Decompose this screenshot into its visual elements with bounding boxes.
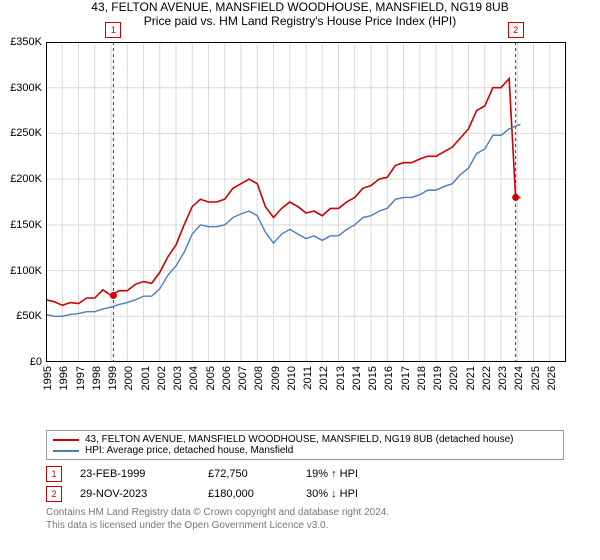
y-tick-label: £200K xyxy=(10,173,42,185)
chart-plot-area: £0£50K£100K£150K£200K£250K£300K£350K1995… xyxy=(46,42,566,362)
x-tick-label: 2024 xyxy=(513,366,525,390)
x-tick-label: 2022 xyxy=(481,366,493,390)
x-tick-label: 2023 xyxy=(497,366,509,390)
annotation-table: 1 23-FEB-1999 £72,750 19% ↑ HPI 2 29-NOV-2023… xyxy=(46,466,564,502)
y-tick-label: £50K xyxy=(16,310,42,322)
y-tick-label: £100K xyxy=(10,265,42,277)
x-tick-label: 2005 xyxy=(205,366,217,390)
chart-title: 43, FELTON AVENUE, MANSFIELD WOODHOUSE, … xyxy=(0,0,600,14)
event-marker-box: 1 xyxy=(105,22,121,38)
x-tick-label: 2008 xyxy=(253,366,265,390)
legend-label: HPI: Average price, detached house, Mans… xyxy=(85,445,293,456)
x-tick-label: 2019 xyxy=(432,366,444,390)
annotation-price: £72,750 xyxy=(208,468,288,480)
x-tick-label: 1999 xyxy=(107,366,119,390)
x-tick-label: 2006 xyxy=(221,366,233,390)
x-tick-label: 2026 xyxy=(546,366,558,390)
x-tick-label: 2017 xyxy=(400,366,412,390)
footer-attribution: Contains HM Land Registry data © Crown c… xyxy=(46,506,564,532)
legend: 43, FELTON AVENUE, MANSFIELD WOODHOUSE, … xyxy=(46,430,564,460)
x-tick-label: 1998 xyxy=(91,366,103,390)
annotation-delta: 30% ↓ HPI xyxy=(306,488,358,500)
x-tick-label: 2015 xyxy=(367,366,379,390)
x-tick-label: 2003 xyxy=(172,366,184,390)
x-tick-label: 2004 xyxy=(188,366,200,390)
legend-item: 43, FELTON AVENUE, MANSFIELD WOODHOUSE, … xyxy=(53,434,557,445)
y-tick-label: £350K xyxy=(10,36,42,48)
x-tick-label: 2016 xyxy=(383,366,395,390)
y-tick-label: £150K xyxy=(10,219,42,231)
legend-label: 43, FELTON AVENUE, MANSFIELD WOODHOUSE, … xyxy=(85,434,513,445)
annotation-row: 1 23-FEB-1999 £72,750 19% ↑ HPI xyxy=(46,466,564,482)
x-tick-label: 2002 xyxy=(156,366,168,390)
x-tick-label: 2001 xyxy=(140,366,152,390)
x-tick-label: 2009 xyxy=(270,366,282,390)
y-tick-label: £300K xyxy=(10,82,42,94)
annotation-price: £180,000 xyxy=(208,488,288,500)
x-tick-label: 2014 xyxy=(351,366,363,390)
x-tick-label: 2012 xyxy=(318,366,330,390)
x-tick-label: 2010 xyxy=(286,366,298,390)
x-tick-label: 1997 xyxy=(75,366,87,390)
legend-swatch xyxy=(53,450,79,452)
annotation-marker-box: 2 xyxy=(46,486,62,502)
annotation-row: 2 29-NOV-2023 £180,000 30% ↓ HPI xyxy=(46,486,564,502)
x-tick-label: 2018 xyxy=(416,366,428,390)
event-marker-box: 2 xyxy=(508,22,524,38)
annotation-delta: 19% ↑ HPI xyxy=(306,468,358,480)
y-tick-label: £250K xyxy=(10,127,42,139)
legend-item: HPI: Average price, detached house, Mans… xyxy=(53,445,557,456)
x-tick-label: 1996 xyxy=(58,366,70,390)
annotation-date: 23-FEB-1999 xyxy=(80,468,190,480)
x-tick-label: 2025 xyxy=(530,366,542,390)
x-tick-label: 2000 xyxy=(123,366,135,390)
x-tick-label: 2020 xyxy=(448,366,460,390)
legend-swatch xyxy=(53,439,79,441)
annotation-marker-box: 1 xyxy=(46,466,62,482)
x-tick-label: 2011 xyxy=(302,366,314,390)
footer-line-1: Contains HM Land Registry data © Crown c… xyxy=(46,506,564,519)
x-tick-label: 2007 xyxy=(237,366,249,390)
x-tick-label: 2021 xyxy=(465,366,477,390)
footer-line-2: This data is licensed under the Open Gov… xyxy=(46,519,564,532)
annotation-date: 29-NOV-2023 xyxy=(80,488,190,500)
y-tick-label: £0 xyxy=(30,356,42,368)
x-tick-label: 2013 xyxy=(335,366,347,390)
x-tick-label: 1995 xyxy=(42,366,54,390)
